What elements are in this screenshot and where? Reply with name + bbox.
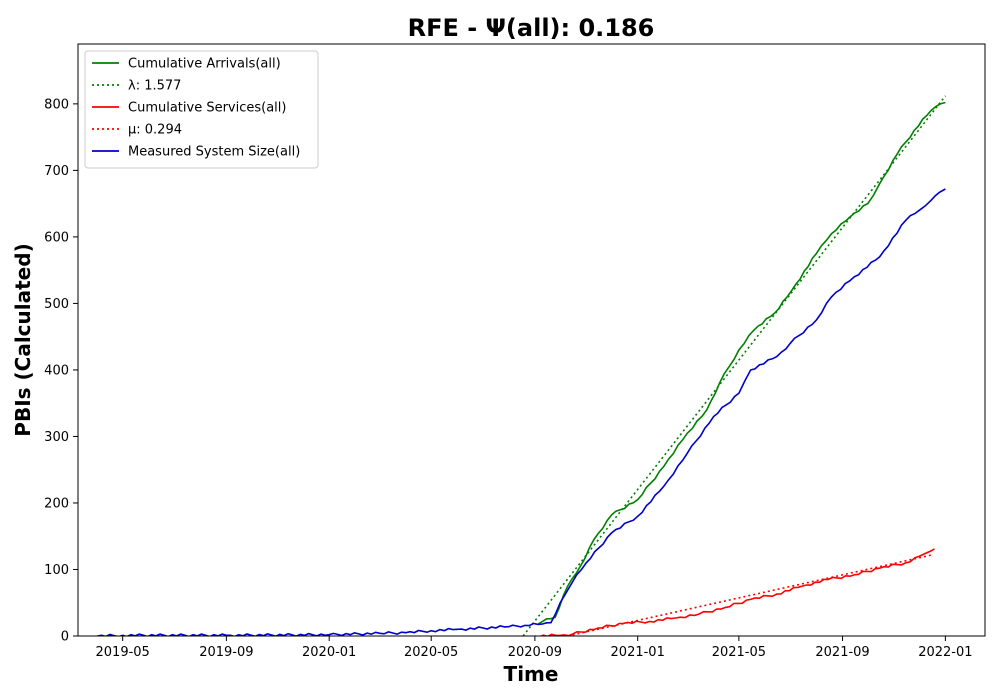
y-tick-label: 500 bbox=[44, 297, 69, 312]
legend-label: λ: 1.577 bbox=[128, 79, 181, 94]
x-tick-label: 2019-09 bbox=[199, 645, 253, 660]
x-tick-label: 2020-05 bbox=[404, 645, 458, 660]
x-tick-label: 2019-05 bbox=[96, 645, 150, 660]
y-tick-label: 100 bbox=[44, 563, 69, 578]
y-tick-label: 700 bbox=[44, 164, 69, 179]
y-axis-label: PBIs (Calculated) bbox=[11, 243, 35, 436]
series-line-3 bbox=[534, 548, 935, 636]
legend-label: μ: 0.294 bbox=[128, 123, 182, 138]
x-tick-label: 2021-01 bbox=[611, 645, 665, 660]
y-axis: 0 100 200 300 400 500 600 700 800 bbox=[44, 97, 78, 645]
x-tick-label: 2022-01 bbox=[918, 645, 972, 660]
y-tick-label: 0 bbox=[61, 630, 69, 645]
legend: Cumulative Arrivals(all) λ: 1.577 Cumulati… bbox=[84, 50, 319, 169]
x-tick-label: 2021-05 bbox=[712, 645, 766, 660]
y-tick-label: 300 bbox=[44, 430, 69, 445]
series-line-4 bbox=[567, 554, 933, 636]
series-line-2 bbox=[522, 95, 947, 636]
x-axis-label: Time bbox=[504, 662, 559, 686]
x-axis: 2019-05 2019-09 2020-01 2020-05 2020-09 2021-… bbox=[96, 636, 973, 660]
x-tick-label: 2020-01 bbox=[302, 645, 356, 660]
legend-box bbox=[84, 50, 319, 169]
legend-label: Measured System Size(all) bbox=[128, 145, 300, 160]
y-tick-label: 800 bbox=[44, 97, 69, 112]
chart-title: RFE - Ψ(all): 0.186 bbox=[408, 14, 655, 42]
y-tick-label: 600 bbox=[44, 230, 69, 245]
legend-label: Cumulative Services(all) bbox=[128, 101, 286, 116]
series-line-1 bbox=[537, 101, 946, 625]
plot-frame bbox=[77, 43, 986, 637]
legend-label: Cumulative Arrivals(all) bbox=[128, 57, 281, 72]
x-tick-label: 2021-09 bbox=[815, 645, 869, 660]
x-tick-label: 2020-09 bbox=[508, 645, 562, 660]
y-tick-label: 200 bbox=[44, 496, 69, 511]
y-tick-label: 400 bbox=[44, 363, 69, 378]
